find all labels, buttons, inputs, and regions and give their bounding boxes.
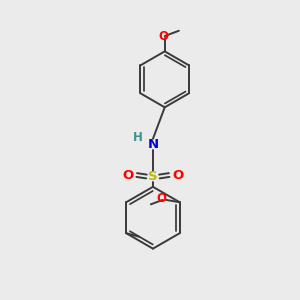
Text: O: O: [156, 192, 166, 205]
Text: O: O: [122, 169, 134, 182]
Text: S: S: [148, 170, 158, 183]
Text: O: O: [172, 169, 184, 182]
Text: O: O: [158, 30, 169, 43]
Text: N: N: [147, 138, 158, 151]
Text: H: H: [133, 131, 142, 144]
